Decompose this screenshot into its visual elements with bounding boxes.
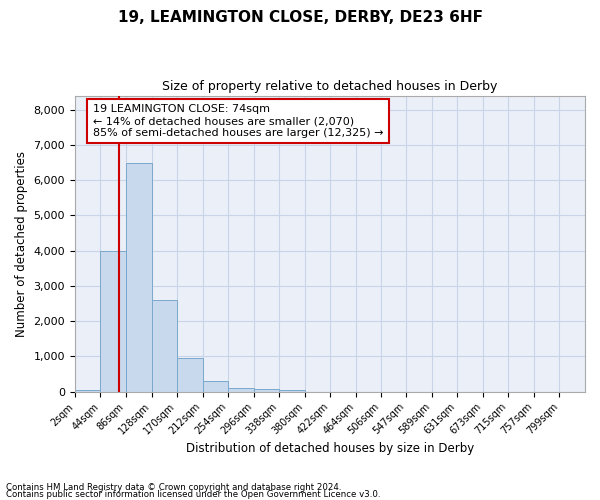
X-axis label: Distribution of detached houses by size in Derby: Distribution of detached houses by size … (186, 442, 474, 455)
Bar (152, 300, 177, 392)
Y-axis label: Number of detached properties: Number of detached properties (15, 150, 28, 336)
Bar (228, 388, 254, 392)
Bar (254, 389, 279, 392)
Title: Size of property relative to detached houses in Derby: Size of property relative to detached ho… (162, 80, 497, 93)
Text: 19, LEAMINGTON CLOSE, DERBY, DE23 6HF: 19, LEAMINGTON CLOSE, DERBY, DE23 6HF (118, 10, 482, 25)
Bar (75, 390, 100, 392)
Text: Contains public sector information licensed under the Open Government Licence v3: Contains public sector information licen… (6, 490, 380, 499)
Bar (203, 381, 228, 392)
Text: 19 LEAMINGTON CLOSE: 74sqm
← 14% of detached houses are smaller (2,070)
85% of s: 19 LEAMINGTON CLOSE: 74sqm ← 14% of deta… (93, 104, 383, 138)
Bar (279, 390, 305, 392)
Bar (126, 162, 152, 392)
Bar (177, 358, 203, 392)
Bar (100, 250, 126, 392)
Text: Contains HM Land Registry data © Crown copyright and database right 2024.: Contains HM Land Registry data © Crown c… (6, 484, 341, 492)
